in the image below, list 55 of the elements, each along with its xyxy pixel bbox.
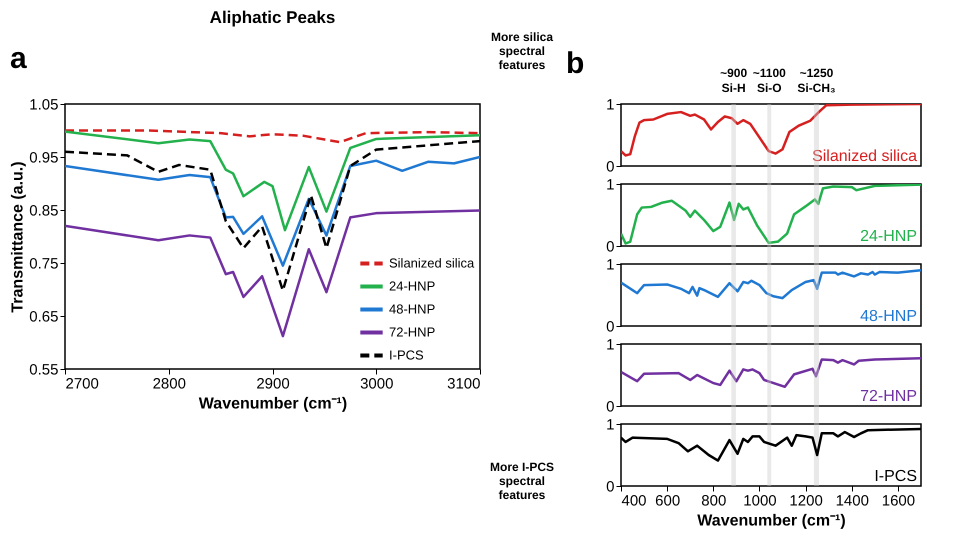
x-axis-title: Wavenumber (cm⁻¹) <box>697 512 846 530</box>
legend-label: 24-HNP <box>389 278 436 294</box>
y-tick-label: 1 <box>606 96 614 114</box>
x-tick-label: 1400 <box>836 492 869 510</box>
y-tick-label: 1 <box>606 256 614 274</box>
y-tick-label: 0.95 <box>29 150 58 166</box>
text: 48-HNP <box>860 308 917 325</box>
y-tick-label: 0.55 <box>29 362 58 378</box>
legend-label: 48-HNP <box>389 302 436 316</box>
y-tick-label: 0 <box>606 478 614 496</box>
chart-title: Aliphatic Peaks <box>210 8 336 27</box>
y-tick-label: 0.75 <box>29 256 58 272</box>
legend-label: Silanized silica <box>389 256 476 270</box>
y-tick-label: 0 <box>606 398 614 416</box>
band-label: ~900 Si-H <box>720 66 748 95</box>
series-label: Silanized silica <box>812 148 918 165</box>
x-tick-label: 800 <box>701 492 726 510</box>
y-tick-label: 0.65 <box>29 308 58 326</box>
line-series <box>65 209 480 338</box>
y-tick-label: 0 <box>606 238 614 256</box>
x-tick-label: 2900 <box>256 376 290 392</box>
series-label: 72-HNP <box>860 388 917 405</box>
x-tick-label: 600 <box>655 492 680 510</box>
band-label: ~1100 Si-O <box>752 66 786 95</box>
line-series <box>65 156 480 267</box>
x-tick-label: 1200 <box>789 492 823 510</box>
text: 24-HNP <box>860 228 917 245</box>
line-series <box>65 129 480 144</box>
text: b <box>566 47 584 80</box>
x-tick-label: 3100 <box>447 376 480 392</box>
y-tick-label: 0 <box>606 158 614 176</box>
line-series <box>621 357 921 388</box>
x-tick-label: 2800 <box>152 376 186 392</box>
legend-label: I-PCS <box>389 348 424 362</box>
x-tick-label: 1000 <box>743 492 777 510</box>
text: I-PCS <box>874 468 917 485</box>
x-axis-title: Wavenumber (cm⁻¹) <box>198 396 348 412</box>
text: More silica spectral features <box>490 30 554 72</box>
y-tick-label: 1.05 <box>29 96 58 114</box>
line-series <box>621 268 921 300</box>
y-tick-label: 1 <box>606 176 614 194</box>
line-series <box>65 130 480 232</box>
band-label: ~1250 Si-CH₃ <box>797 66 836 95</box>
x-tick-label: 1600 <box>882 492 916 510</box>
y-tick-label: 0.85 <box>29 202 58 220</box>
x-tick-label: 3000 <box>360 376 394 392</box>
legend-label: 72-HNP <box>389 324 436 340</box>
y-tick-label: 1 <box>606 336 614 354</box>
x-tick-label: 2700 <box>66 376 99 392</box>
text: a <box>10 42 27 75</box>
y-tick-label: 1 <box>606 416 614 434</box>
y-axis-title: Transmittance (a.u.) <box>9 161 26 313</box>
y-tick-label: 0 <box>606 318 614 336</box>
x-tick-label: 400 <box>622 492 647 510</box>
text: More I-PCS spectral features <box>490 460 554 502</box>
